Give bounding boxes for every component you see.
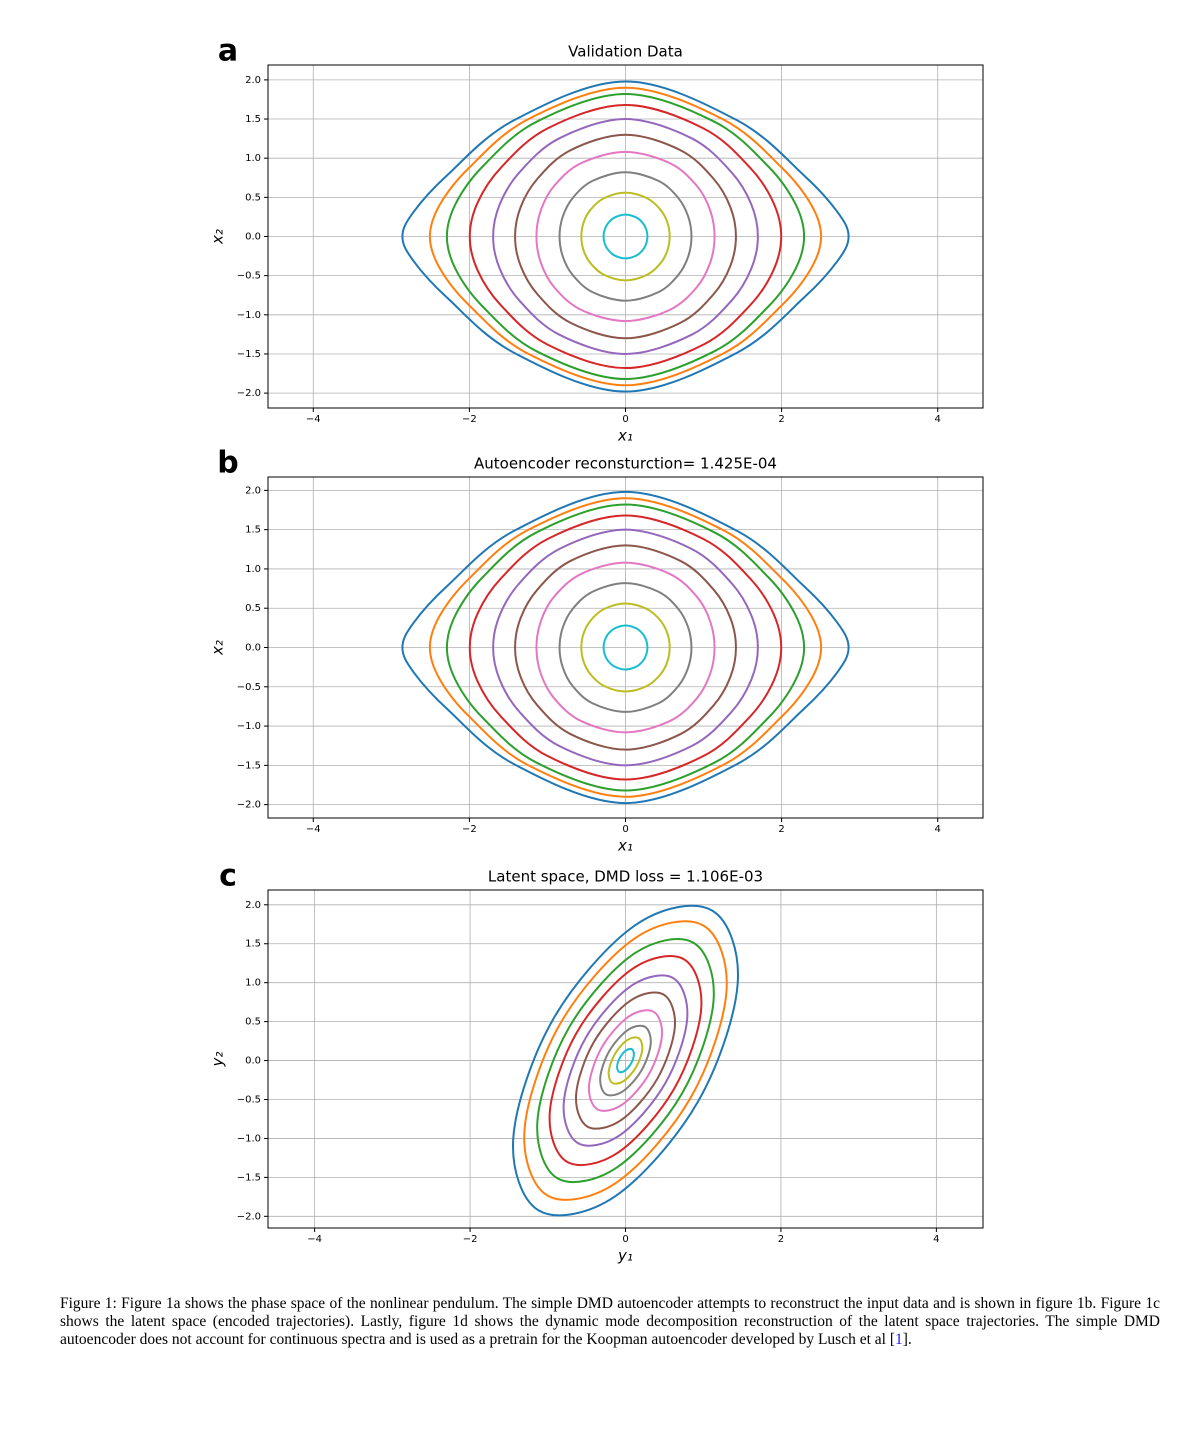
- axes-frame: [267, 889, 984, 1229]
- panel-title: Latent space, DMD loss = 1.106E-03: [488, 868, 763, 886]
- trajectory: [468, 103, 783, 370]
- y-tick-label: −0.5: [237, 682, 261, 693]
- y-tick-label: 1.5: [245, 114, 261, 125]
- y-tick-label: 1.5: [245, 525, 261, 536]
- citation-link[interactable]: 1: [895, 1331, 903, 1348]
- x-tick-label: 0: [622, 824, 628, 835]
- y-tick-label: −2.0: [237, 800, 261, 811]
- y-tick-label: −1.5: [237, 760, 261, 771]
- x-tick-label: 0: [622, 414, 628, 425]
- y-tick-label: 1.5: [245, 939, 261, 950]
- trajectory: [445, 503, 806, 792]
- y-tick-label: 1.0: [245, 978, 261, 989]
- caption-end: ].: [902, 1331, 912, 1348]
- y-tick-label: 2.0: [245, 75, 261, 86]
- trajectory: [562, 974, 689, 1147]
- trajectory: [492, 528, 759, 767]
- trajectory: [548, 955, 703, 1166]
- x-tick-label: 0: [622, 1234, 628, 1245]
- trajectory: [401, 490, 850, 805]
- y-tick-label: 0.5: [245, 192, 261, 203]
- x-axis-label: x₁: [617, 837, 633, 855]
- trajectory: [607, 1036, 644, 1085]
- y-tick-label: −1.5: [237, 349, 261, 360]
- trajectory: [535, 150, 716, 323]
- x-axis-label: y₁: [617, 1247, 633, 1265]
- y-tick-label: −1.0: [237, 1133, 261, 1144]
- trajectory: [512, 904, 739, 1217]
- x-tick-label: 2: [778, 414, 784, 425]
- panel: b Autoencoder reconsturction= 1.425E-04 −4…: [209, 446, 984, 855]
- x-tick-label: −2: [462, 414, 477, 425]
- x-tick-label: 4: [933, 1234, 939, 1245]
- trajectory: [599, 1024, 652, 1097]
- x-axis-label: x₁: [617, 427, 633, 445]
- trajectory: [602, 624, 649, 671]
- y-tick-label: 1.0: [245, 564, 261, 575]
- trajectory: [514, 133, 737, 340]
- panel-letter: b: [217, 446, 238, 481]
- y-tick-label: −1.0: [237, 721, 261, 732]
- x-tick-label: 4: [935, 824, 941, 835]
- y-tick-label: 2.0: [245, 900, 261, 911]
- x-tick-label: −4: [306, 824, 321, 835]
- x-tick-label: −2: [463, 1234, 478, 1245]
- figure: a Validation Data −4 −2 0 2 4 −2.0 −1.5 −1.0 −0.5 0…: [209, 34, 984, 1265]
- trajectory: [602, 213, 649, 260]
- trajectory: [523, 920, 728, 1201]
- trajectory: [580, 191, 671, 282]
- panel: a Validation Data −4 −2 0 2 4 −2.0 −1.5 −1.0 −0.5 0…: [209, 34, 984, 445]
- y-tick-label: −1.5: [237, 1172, 261, 1183]
- y-tick-label: 0.5: [245, 603, 261, 614]
- x-tick-label: 2: [778, 824, 784, 835]
- trajectory: [445, 92, 806, 381]
- x-tick-label: −4: [307, 1234, 322, 1245]
- y-tick-label: −2.0: [237, 388, 261, 399]
- trajectory: [492, 118, 759, 355]
- y-tick-label: 0.0: [245, 232, 261, 243]
- trajectory: [575, 991, 676, 1130]
- y-tick-label: 0.0: [245, 1056, 261, 1067]
- axes-frame: [267, 64, 984, 409]
- y-tick-label: 1.0: [245, 153, 261, 164]
- y-tick-label: −0.5: [237, 271, 261, 282]
- caption: Figure 1: Figure 1a shows the phase spac…: [60, 1295, 1160, 1349]
- x-tick-label: −4: [306, 414, 321, 425]
- y-tick-label: −1.0: [237, 310, 261, 321]
- trajectory: [468, 514, 783, 781]
- axes-frame: [267, 476, 984, 819]
- trajectory: [587, 1009, 664, 1112]
- trajectory: [536, 938, 715, 1184]
- x-tick-label: −2: [462, 824, 477, 835]
- y-tick-label: 2.0: [245, 485, 261, 496]
- y-tick-label: −0.5: [237, 1094, 261, 1105]
- trajectory: [558, 582, 693, 713]
- panel-title: Validation Data: [568, 43, 683, 61]
- trajectory: [514, 544, 737, 751]
- x-tick-label: 2: [778, 1234, 784, 1245]
- trajectory: [558, 171, 693, 302]
- y-axis-label: x₂: [209, 229, 227, 245]
- trajectory: [428, 86, 823, 387]
- trajectory: [428, 497, 823, 798]
- y-tick-label: 0.0: [245, 643, 261, 654]
- panel-title: Autoencoder reconsturction= 1.425E-04: [474, 455, 777, 473]
- panel: c Latent space, DMD loss = 1.106E-03 −4 −2 0…: [209, 859, 984, 1265]
- y-tick-label: −2.0: [237, 1211, 261, 1222]
- trajectory: [580, 602, 671, 693]
- y-axis-label: y₂: [209, 1052, 227, 1068]
- trajectory: [535, 561, 716, 734]
- trajectory: [616, 1047, 635, 1074]
- x-tick-label: 4: [935, 414, 941, 425]
- panel-letter: a: [218, 34, 238, 69]
- y-tick-label: 0.5: [245, 1017, 261, 1028]
- panel-letter: c: [219, 859, 237, 894]
- trajectory: [401, 80, 850, 393]
- y-axis-label: x₂: [209, 640, 227, 656]
- caption-text: Figure 1: Figure 1a shows the phase spac…: [60, 1295, 1160, 1348]
